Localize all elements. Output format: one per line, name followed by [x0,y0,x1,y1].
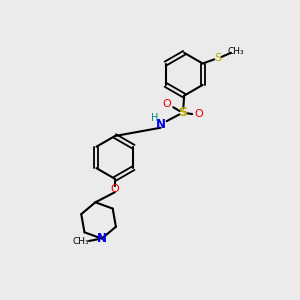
Text: S: S [178,106,187,119]
Text: O: O [194,109,203,119]
Text: O: O [111,184,119,194]
Text: O: O [163,99,172,109]
Text: H: H [151,112,158,123]
Text: S: S [214,53,222,63]
Text: CH₃: CH₃ [228,47,244,56]
Text: N: N [156,118,166,130]
Text: CH₃: CH₃ [73,237,90,246]
Text: N: N [97,232,107,245]
